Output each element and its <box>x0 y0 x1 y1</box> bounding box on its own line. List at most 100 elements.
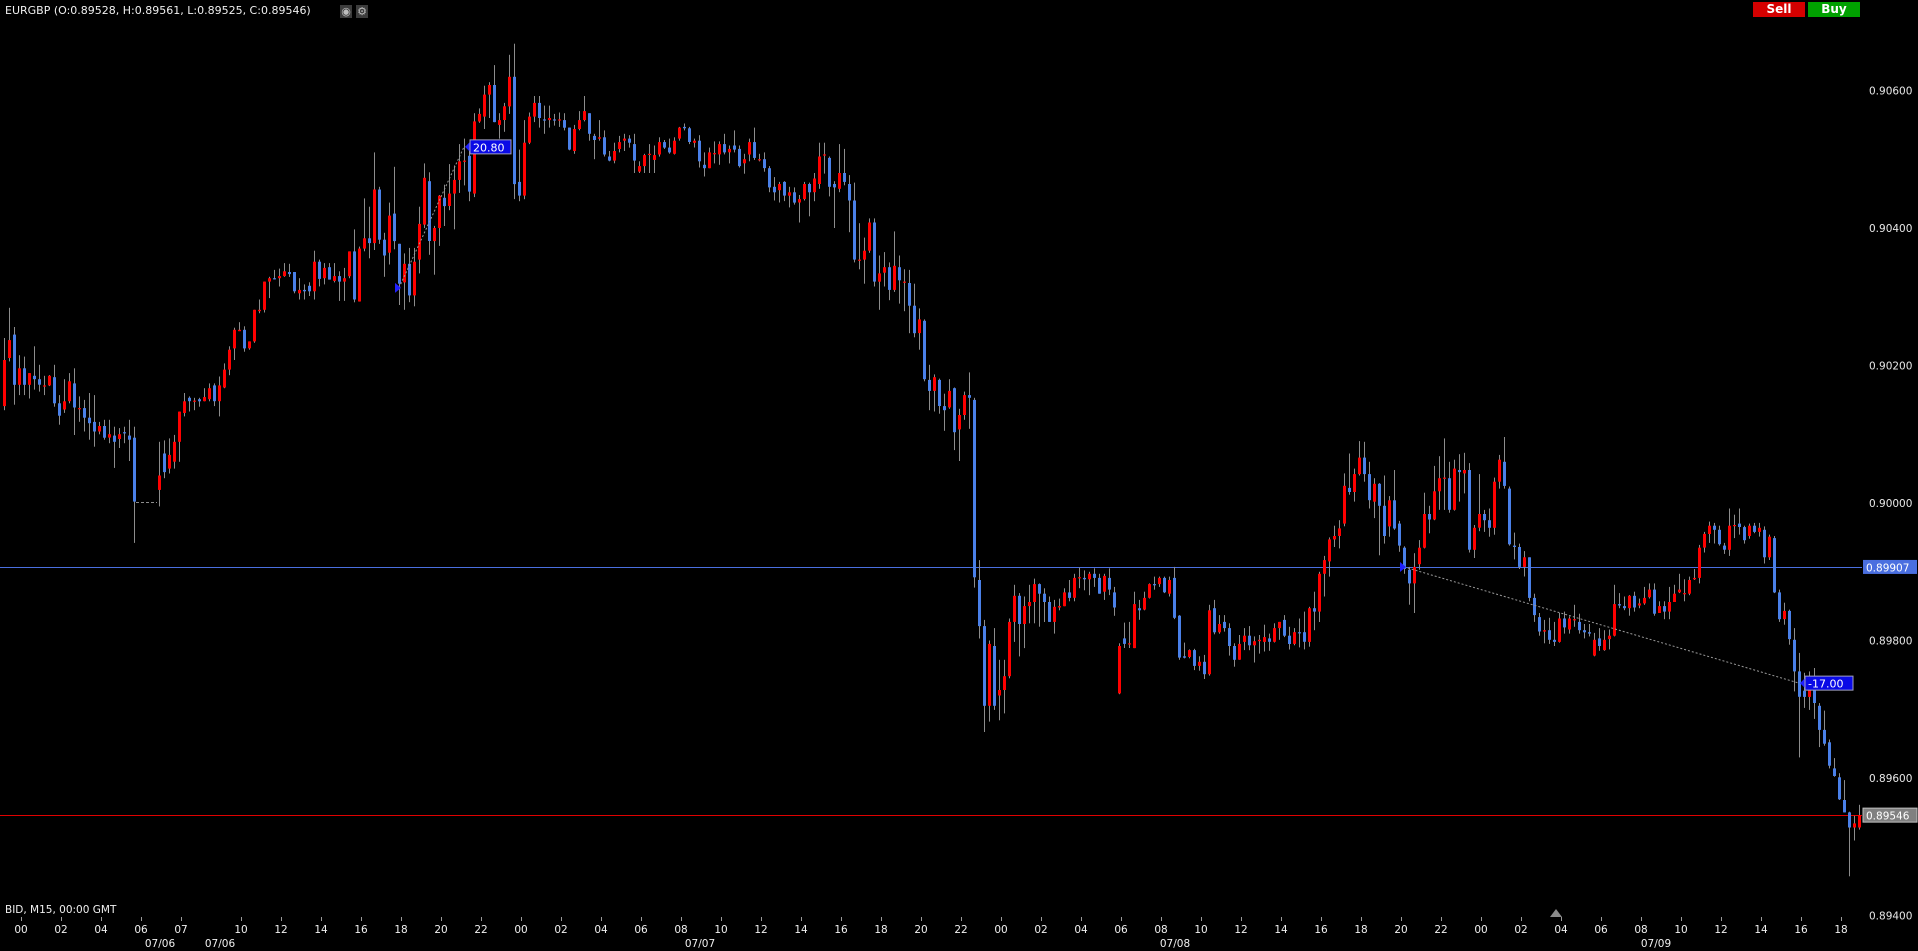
candle-bearish[interactable] <box>1083 577 1086 580</box>
candle-bullish[interactable] <box>858 259 861 261</box>
candle-bearish[interactable] <box>1503 461 1506 486</box>
candle-bullish[interactable] <box>813 178 816 193</box>
trendline-end-marker-icon[interactable] <box>1800 678 1805 689</box>
candle-bearish[interactable] <box>1113 592 1116 608</box>
candle-bullish[interactable] <box>1643 597 1646 604</box>
candle-bearish[interactable] <box>853 200 856 260</box>
candle-bearish[interactable] <box>383 239 386 256</box>
candle-bullish[interactable] <box>1188 650 1191 657</box>
candle-bullish[interactable] <box>1733 525 1736 527</box>
candle-bearish[interactable] <box>1833 768 1836 776</box>
candle-bullish[interactable] <box>1028 602 1031 607</box>
candle-bearish[interactable] <box>38 379 41 385</box>
candle-bullish[interactable] <box>218 385 221 402</box>
candle-bearish[interactable] <box>983 626 986 706</box>
candle-bearish[interactable] <box>58 403 61 416</box>
candle-bullish[interactable] <box>1658 606 1661 613</box>
candle-bullish[interactable] <box>718 144 721 155</box>
candle-bullish[interactable] <box>1858 815 1861 828</box>
candle-bearish[interactable] <box>1798 671 1801 697</box>
candle-bullish[interactable] <box>1608 635 1611 640</box>
candle-bearish[interactable] <box>848 184 851 201</box>
candle-bullish[interactable] <box>68 381 71 402</box>
candle-bearish[interactable] <box>1848 812 1851 828</box>
candle-bearish[interactable] <box>1043 593 1046 602</box>
candle-bullish[interactable] <box>548 118 551 121</box>
candle-bearish[interactable] <box>1813 678 1816 703</box>
candle-bullish[interactable] <box>1003 676 1006 690</box>
candle-bearish[interactable] <box>1518 547 1521 567</box>
candle-bullish[interactable] <box>1683 593 1686 595</box>
candle-bearish[interactable] <box>1138 608 1141 611</box>
candle-bearish[interactable] <box>443 197 446 207</box>
candle-bearish[interactable] <box>1778 592 1781 620</box>
candle-bearish[interactable] <box>288 272 291 275</box>
candle-bullish[interactable] <box>158 475 161 490</box>
candle-bullish[interactable] <box>1073 577 1076 598</box>
candle-bullish[interactable] <box>313 261 316 292</box>
candle-bullish[interactable] <box>1333 536 1336 540</box>
candle-bullish[interactable] <box>1593 639 1596 656</box>
candle-bearish[interactable] <box>1398 523 1401 546</box>
candle-bullish[interactable] <box>488 85 491 95</box>
candle-bearish[interactable] <box>1803 690 1806 697</box>
candle-bullish[interactable] <box>1673 593 1676 602</box>
candle-bullish[interactable] <box>1118 646 1121 694</box>
candle-bearish[interactable] <box>783 181 786 196</box>
candle-bullish[interactable] <box>598 137 601 139</box>
candle-bearish[interactable] <box>1738 523 1741 527</box>
candle-bullish[interactable] <box>573 129 576 151</box>
candle-bearish[interactable] <box>293 272 296 292</box>
trendline-start-marker-icon[interactable] <box>1400 561 1406 572</box>
candle-bearish[interactable] <box>128 435 131 440</box>
candle-bearish[interactable] <box>368 238 371 244</box>
candle-bullish[interactable] <box>1698 547 1701 578</box>
candle-bearish[interactable] <box>1288 635 1291 644</box>
candle-bearish[interactable] <box>628 138 631 143</box>
candle-bullish[interactable] <box>63 401 66 410</box>
candle-bullish[interactable] <box>1063 592 1066 607</box>
candle-bullish[interactable] <box>1748 525 1751 536</box>
candle-bearish[interactable] <box>888 267 891 290</box>
candle-bullish[interactable] <box>803 184 806 200</box>
candle-bullish[interactable] <box>238 329 241 332</box>
candle-bullish[interactable] <box>623 138 626 141</box>
candle-bearish[interactable] <box>1163 577 1166 593</box>
candle-bearish[interactable] <box>1513 545 1516 547</box>
candle-bearish[interactable] <box>793 192 796 203</box>
candle-bullish[interactable] <box>508 76 511 107</box>
candle-bearish[interactable] <box>633 144 636 161</box>
candle-bullish[interactable] <box>893 265 896 290</box>
candle-bearish[interactable] <box>908 283 911 306</box>
candle-bullish[interactable] <box>1768 536 1771 558</box>
candle-bullish[interactable] <box>1413 566 1416 584</box>
candle-bearish[interactable] <box>133 437 136 502</box>
candle-bullish[interactable] <box>1638 603 1641 606</box>
candle-bearish[interactable] <box>1303 632 1306 642</box>
candle-bearish[interactable] <box>698 140 701 162</box>
candle-bullish[interactable] <box>1478 514 1481 528</box>
candle-bullish[interactable] <box>933 377 936 391</box>
candle-bearish[interactable] <box>1193 650 1196 666</box>
candle-bearish[interactable] <box>768 168 771 188</box>
candle-bearish[interactable] <box>1538 617 1541 632</box>
candle-bullish[interactable] <box>1473 527 1476 550</box>
candle-bullish[interactable] <box>883 267 886 273</box>
candle-bullish[interactable] <box>78 408 81 410</box>
candle-bearish[interactable] <box>943 406 946 411</box>
candle-bullish[interactable] <box>1688 580 1691 594</box>
candle-bullish[interactable] <box>418 223 421 260</box>
candle-bearish[interactable] <box>243 329 246 349</box>
candle-bearish[interactable] <box>953 388 956 433</box>
candle-bearish[interactable] <box>1363 457 1366 475</box>
candle-bullish[interactable] <box>1128 643 1131 645</box>
candle-bearish[interactable] <box>88 417 91 424</box>
candle-bearish[interactable] <box>1838 777 1841 800</box>
candle-bearish[interactable] <box>1203 661 1206 675</box>
candle-bearish[interactable] <box>1793 639 1796 672</box>
candle-bullish[interactable] <box>958 415 961 430</box>
candle-bearish[interactable] <box>763 159 766 169</box>
gear-icon[interactable]: ⚙ <box>356 5 368 18</box>
candle-bearish[interactable] <box>493 85 496 123</box>
